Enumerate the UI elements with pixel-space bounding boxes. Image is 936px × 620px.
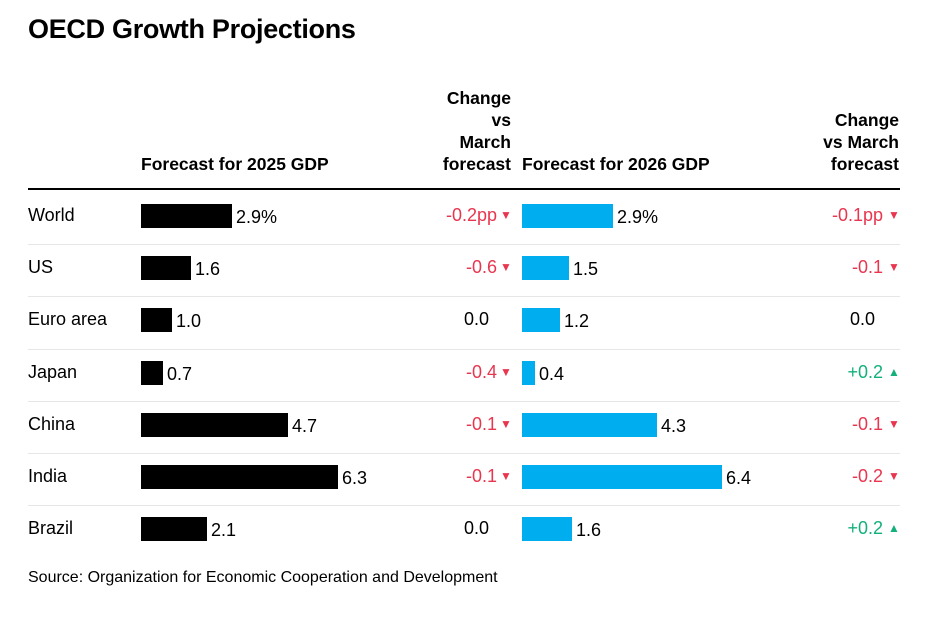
- row-label: China: [28, 413, 76, 434]
- header-rule: [28, 188, 900, 190]
- bar-value-label: 2.9%: [236, 207, 278, 227]
- change-value: 0.0: [463, 309, 489, 330]
- triangle-down-icon: ▼: [888, 416, 900, 431]
- triangle-down-icon: ▼: [500, 208, 512, 222]
- row-divider: [28, 348, 900, 350]
- change-value: -0.1: [465, 413, 497, 434]
- row-label: World: [28, 205, 75, 225]
- bar-value-label: 0.7: [167, 363, 193, 384]
- row-label: Japan: [28, 361, 78, 382]
- bar-value-label: 6.4: [726, 468, 752, 488]
- bar-2025: [141, 308, 172, 333]
- table-row: Japan 0.7 -0.4 ▼ 0.4 +0.2 ▲: [0, 350, 936, 402]
- row-label: India: [28, 466, 68, 486]
- triangle-up-icon: ▲: [888, 521, 900, 536]
- change-value: -0.1: [465, 466, 497, 486]
- header-change-2026-line: Change: [834, 110, 899, 130]
- change-value: -0.2: [851, 466, 883, 486]
- row-divider: [28, 453, 900, 454]
- triangle-down-icon: ▼: [500, 416, 512, 431]
- header-change-2025-line: Change: [446, 88, 511, 108]
- table-row: World 2.9% -0.2pp ▼ 2.9% -0.1pp ▼: [0, 193, 936, 245]
- triangle-down-icon: ▼: [888, 260, 900, 275]
- bar-2025: [141, 204, 232, 228]
- bar-2026: [522, 360, 535, 385]
- change-value: 0.0: [463, 518, 489, 539]
- bar-value-label: 1.0: [176, 311, 202, 332]
- source-note: Source: Organization for Economic Cooper…: [28, 569, 498, 586]
- triangle-down-icon: ▼: [888, 208, 900, 222]
- bar-2026: [522, 517, 572, 542]
- bar-value-label: 4.3: [661, 415, 687, 436]
- change-value: -0.1: [851, 413, 883, 434]
- chart-title: OECD Growth Projections: [28, 14, 356, 44]
- triangle-down-icon: ▼: [500, 364, 512, 379]
- header-change-2026-line: vs March: [823, 132, 899, 152]
- change-value: +0.2: [847, 361, 883, 382]
- header-forecast-2026: Forecast for 2026 GDP: [522, 154, 710, 174]
- bar-value-label: 1.2: [564, 311, 590, 332]
- bar-value-label: 2.9%: [617, 207, 659, 227]
- bar-2025: [141, 465, 338, 489]
- row-divider: [28, 505, 900, 507]
- bar-2026: [522, 465, 722, 489]
- bar-2025: [141, 517, 207, 542]
- triangle-up-icon: ▲: [888, 364, 900, 379]
- bar-value-label: 6.3: [342, 468, 368, 488]
- row-label: US: [28, 257, 54, 278]
- table-row: US 1.6 -0.6 ▼ 1.5 -0.1 ▼: [0, 245, 936, 297]
- table-row: India 6.3 -0.1 ▼ 6.4 -0.2 ▼: [0, 454, 936, 506]
- triangle-down-icon: ▼: [500, 469, 512, 483]
- bar-value-label: 1.6: [195, 259, 221, 280]
- header-forecast-2025: Forecast for 2025 GDP: [141, 154, 329, 174]
- row-divider: [28, 400, 900, 402]
- bar-value-label: 1.6: [576, 520, 602, 541]
- table-row: Brazil 2.1 0.0 1.6 +0.2 ▲: [0, 506, 936, 558]
- change-value: -0.1pp: [831, 205, 883, 225]
- bar-2026: [522, 308, 560, 333]
- change-value: 0.0: [849, 309, 875, 330]
- bar-2025: [141, 360, 163, 385]
- change-value: +0.2: [847, 518, 883, 539]
- row-label: Brazil: [28, 518, 74, 539]
- header-change-2025-line: vs: [491, 110, 511, 130]
- header-change-2025-line: forecast: [442, 154, 511, 174]
- change-value: -0.1: [851, 257, 883, 278]
- triangle-down-icon: ▼: [500, 260, 512, 275]
- change-value: -0.6: [465, 257, 497, 278]
- bar-2025: [141, 256, 191, 281]
- header-change-2026-line: forecast: [830, 154, 899, 174]
- row-divider: [28, 296, 900, 298]
- bar-2026: [522, 256, 569, 281]
- header-change-2025-line: March: [459, 132, 511, 152]
- header-change-2025: Change vs March forecast: [400, 87, 511, 175]
- bar-value-label: 1.5: [573, 259, 599, 280]
- bar-value-label: 2.1: [211, 520, 237, 541]
- bar-value-label: 0.4: [539, 363, 565, 384]
- bar-2026: [522, 204, 613, 228]
- bar-2026: [522, 412, 657, 437]
- table-row: China 4.7 -0.1 ▼ 4.3 -0.1 ▼: [0, 402, 936, 454]
- triangle-down-icon: ▼: [888, 469, 900, 483]
- bar-2025: [141, 412, 288, 437]
- change-value: -0.4: [465, 361, 497, 382]
- change-value: -0.2pp: [445, 205, 497, 225]
- header-change-2026: Change vs March forecast: [780, 109, 899, 175]
- table-row: Euro area 1.0 0.0 1.2 0.0: [0, 297, 936, 349]
- bar-value-label: 4.7: [292, 415, 318, 436]
- row-label: Euro area: [28, 309, 108, 330]
- row-divider: [28, 244, 900, 246]
